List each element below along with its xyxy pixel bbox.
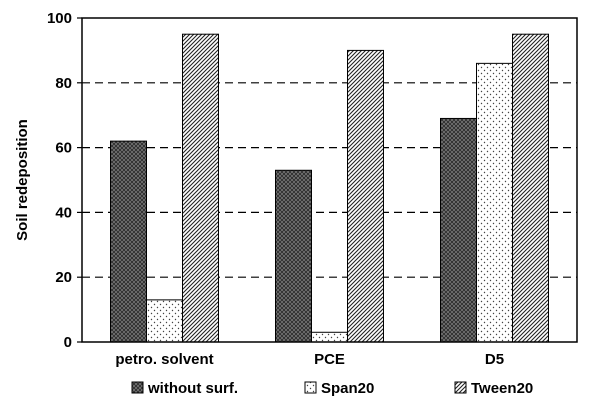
legend-swatch bbox=[454, 381, 467, 394]
gridlines bbox=[82, 82, 577, 278]
y-tick-label: 0 bbox=[64, 334, 72, 351]
x-tick-label: petro. solvent bbox=[115, 351, 213, 368]
x-tick-label: PCE bbox=[314, 351, 345, 368]
x-tick-label: D5 bbox=[485, 351, 504, 368]
bar-without-surf--1 bbox=[275, 169, 312, 343]
x-axis-ticks: petro. solvent PCE D5 bbox=[115, 351, 504, 368]
y-tick-label: 40 bbox=[55, 204, 72, 221]
legend-swatch bbox=[304, 381, 317, 394]
legend-swatch bbox=[131, 381, 144, 394]
y-tick-label: 100 bbox=[47, 10, 72, 27]
y-tick-label: 20 bbox=[55, 269, 72, 286]
legend: without surf. Span20 Tween20 bbox=[131, 380, 533, 397]
bar-span20-0 bbox=[146, 299, 183, 343]
bar-without-surf--0 bbox=[110, 140, 147, 343]
y-tick-label: 60 bbox=[55, 140, 72, 157]
bar-span20-1 bbox=[311, 331, 348, 343]
plot-area-frame bbox=[81, 17, 578, 343]
bar-tween20-2 bbox=[512, 33, 549, 343]
y-axis-label: Soil redeposition bbox=[14, 119, 31, 241]
bar-span20-2 bbox=[476, 62, 513, 343]
legend-label: Span20 bbox=[321, 380, 374, 397]
bar-tween20-0 bbox=[182, 33, 219, 343]
legend-label: without surf. bbox=[147, 380, 238, 397]
bars bbox=[110, 33, 549, 343]
y-axis-ticks: 0 20 40 60 80 100 bbox=[47, 10, 82, 351]
legend-label: Tween20 bbox=[471, 380, 533, 397]
y-tick-label: 80 bbox=[55, 75, 72, 92]
bar-tween20-1 bbox=[347, 49, 384, 343]
bar-without-surf--2 bbox=[440, 117, 477, 343]
